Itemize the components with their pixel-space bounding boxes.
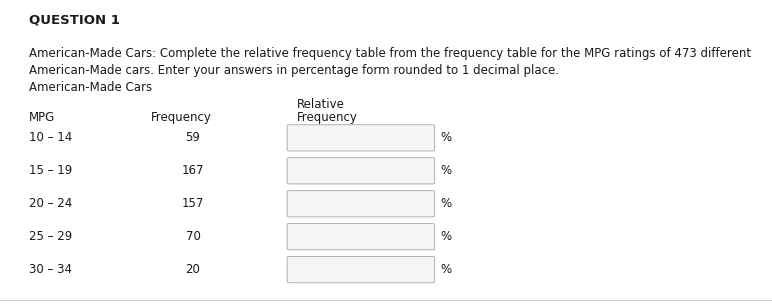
Text: %: %: [441, 131, 452, 144]
Text: %: %: [441, 164, 452, 177]
Text: 20 – 24: 20 – 24: [29, 197, 73, 210]
Text: 157: 157: [182, 197, 204, 210]
Text: 70: 70: [185, 230, 201, 243]
Text: Frequency: Frequency: [297, 111, 358, 124]
Text: 10 – 14: 10 – 14: [29, 131, 73, 144]
Text: American-Made Cars: American-Made Cars: [29, 81, 152, 94]
Text: MPG: MPG: [29, 111, 56, 124]
Text: 30 – 34: 30 – 34: [29, 263, 73, 276]
Text: Relative: Relative: [297, 98, 345, 111]
Text: Frequency: Frequency: [151, 111, 212, 124]
Text: 167: 167: [181, 164, 205, 177]
Text: QUESTION 1: QUESTION 1: [29, 14, 120, 27]
Text: %: %: [441, 230, 452, 243]
Text: %: %: [441, 263, 452, 276]
Text: 15 – 19: 15 – 19: [29, 164, 73, 177]
Text: %: %: [441, 197, 452, 210]
Text: 20: 20: [185, 263, 201, 276]
Text: 59: 59: [185, 131, 201, 144]
Text: American-Made Cars: Complete the relative frequency table from the frequency tab: American-Made Cars: Complete the relativ…: [29, 47, 751, 60]
Text: American-Made cars. Enter your answers in percentage form rounded to 1 decimal p: American-Made cars. Enter your answers i…: [29, 64, 560, 77]
Text: 25 – 29: 25 – 29: [29, 230, 73, 243]
